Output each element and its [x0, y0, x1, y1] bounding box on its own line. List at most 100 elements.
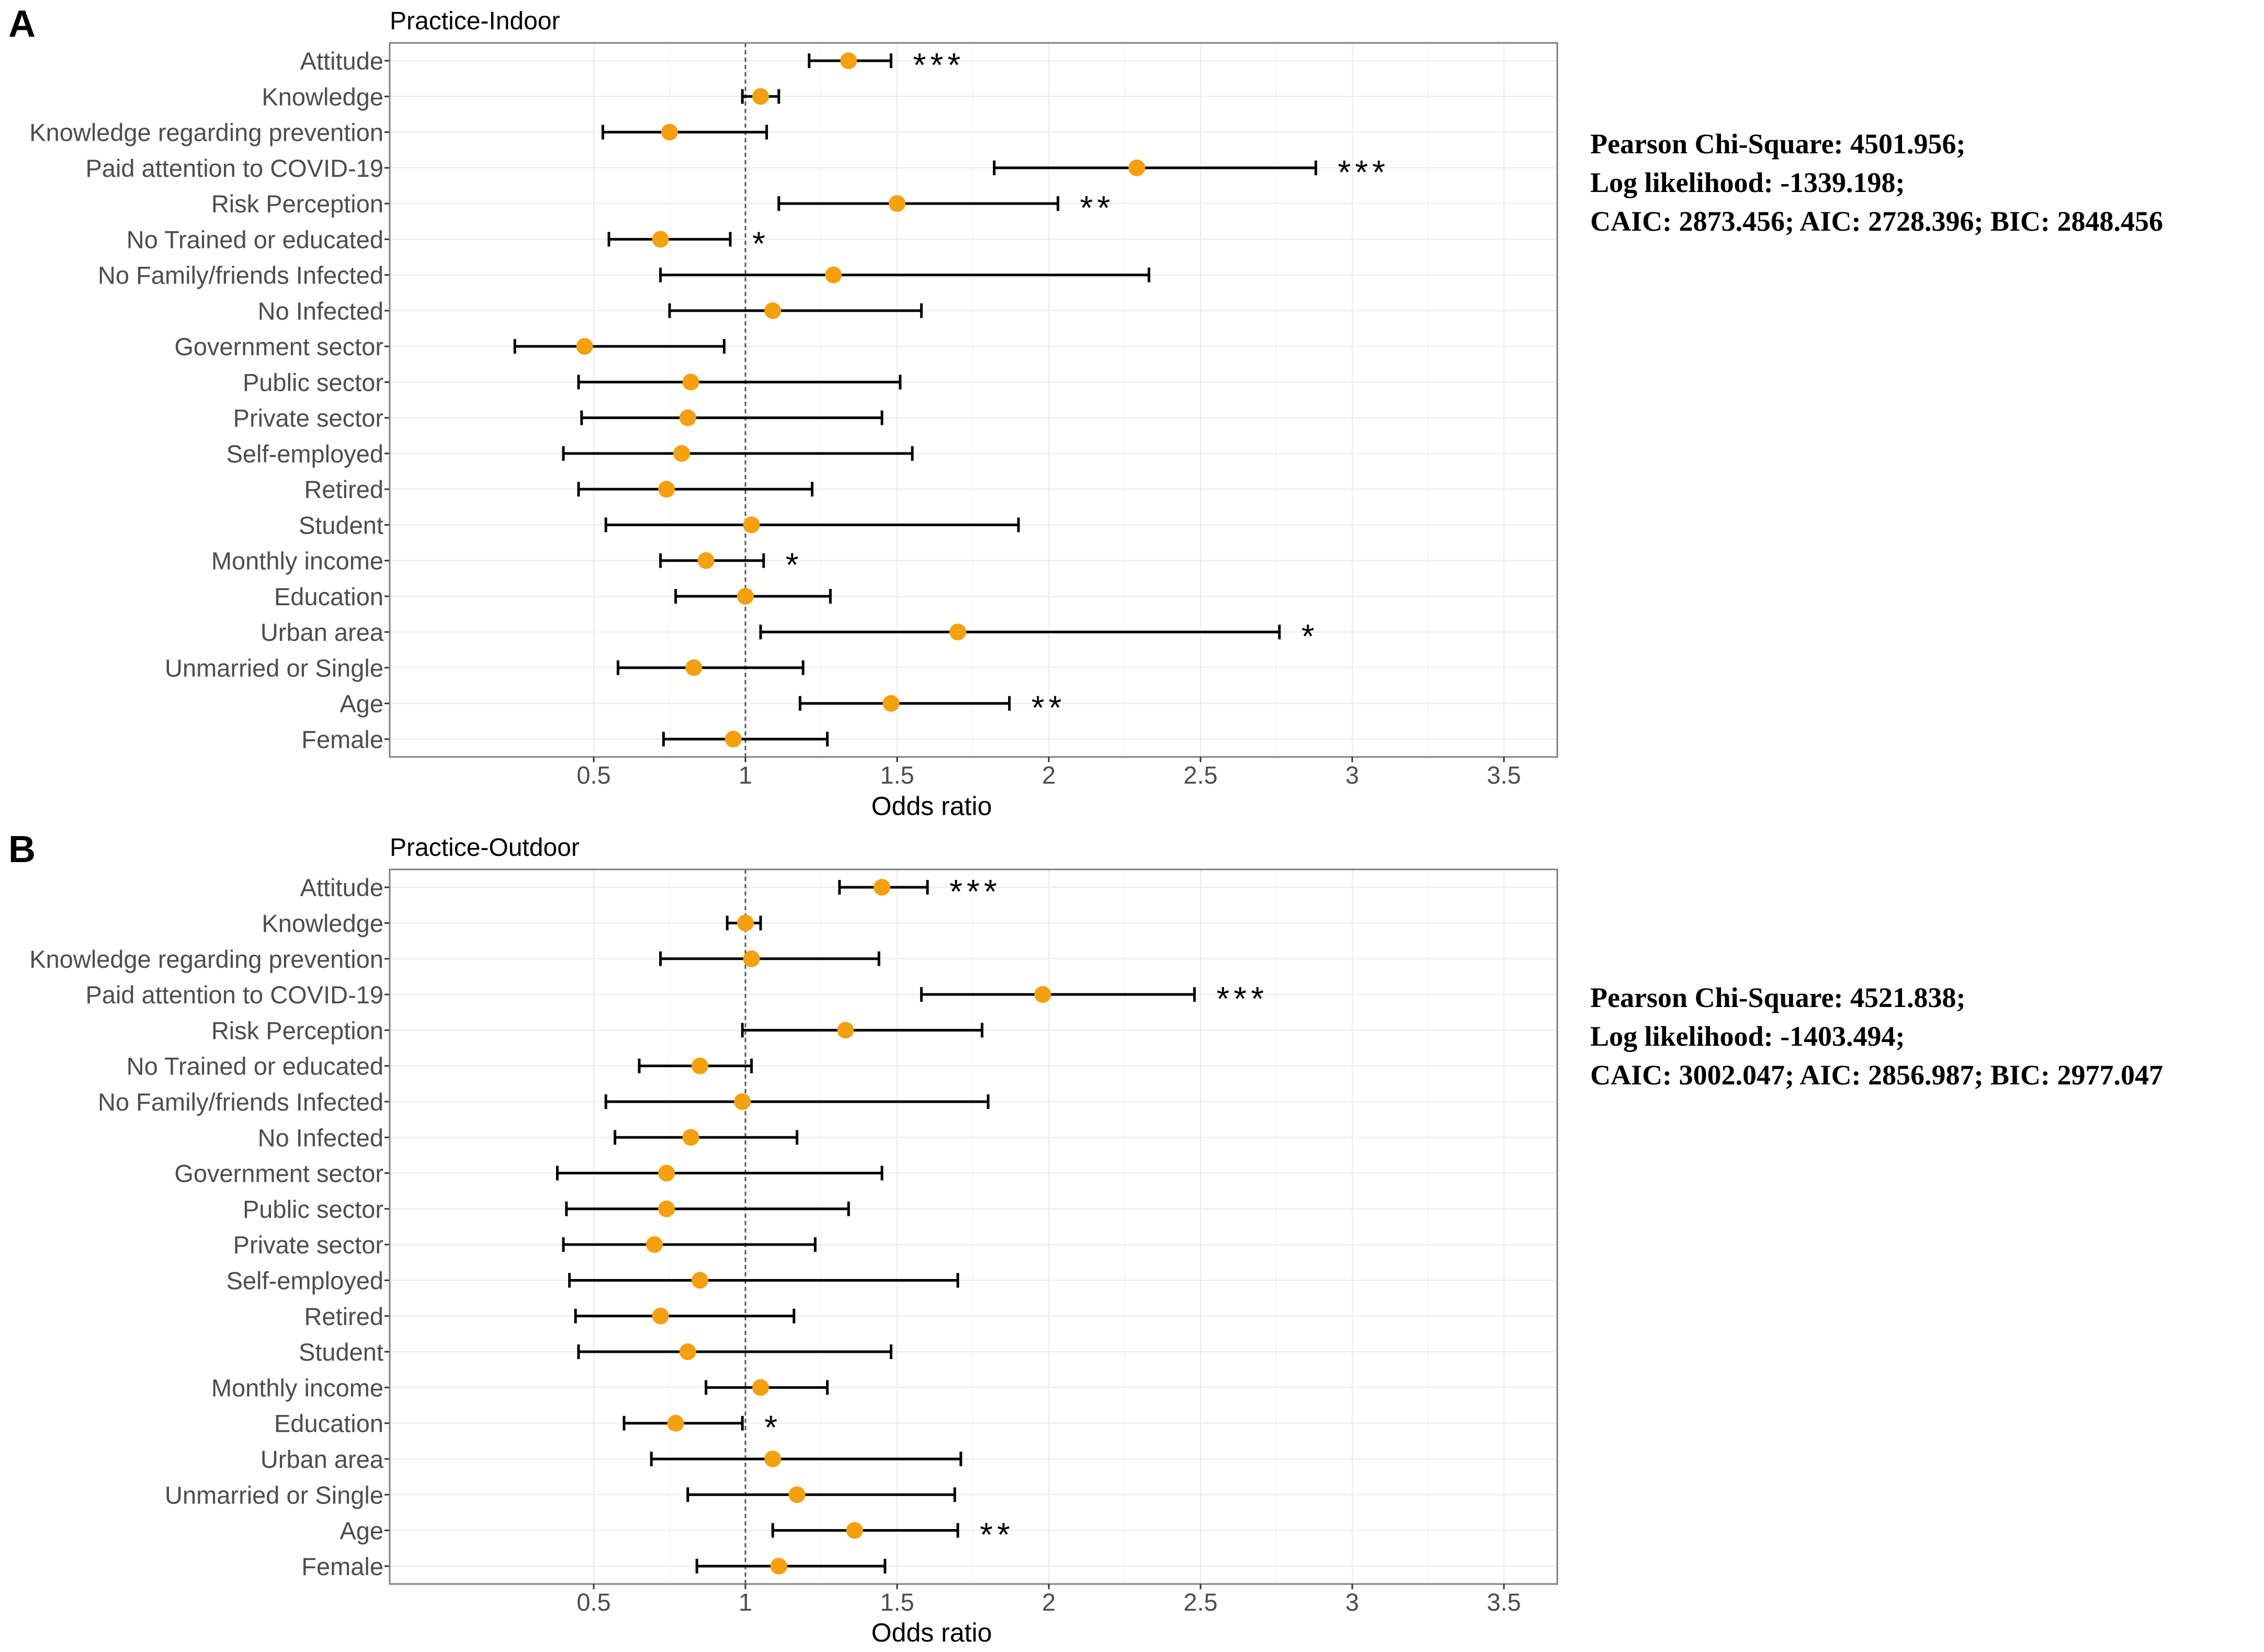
row-label: Knowledge regarding prevention: [29, 945, 383, 973]
odds-ratio-point: [697, 552, 715, 569]
odds-ratio-point: [874, 879, 890, 896]
forest-row: Retired: [304, 476, 814, 503]
odds-ratio-point: [882, 695, 900, 712]
row-label: Self-employed: [227, 440, 383, 468]
forest-row: Retired: [304, 1303, 796, 1330]
forest-row: Knowledge regarding prevention: [29, 119, 768, 146]
panel-letter: A: [8, 3, 36, 45]
stats-line: CAIC: 2873.456; AIC: 2728.396; BIC: 2848…: [1590, 206, 2163, 237]
forest-row: Knowledge: [262, 909, 762, 937]
forest-row: Knowledge: [262, 83, 780, 110]
odds-ratio-point: [1034, 986, 1051, 1003]
odds-ratio-point: [658, 1200, 675, 1217]
odds-ratio-point: [949, 624, 966, 641]
x-axis-title: Odds ratio: [871, 1618, 992, 1647]
odds-ratio-point: [652, 1307, 669, 1325]
odds-ratio-point: [770, 1557, 787, 1575]
panel-letter: B: [8, 829, 36, 870]
row-label: No Infected: [258, 1124, 383, 1151]
plot-frame: [389, 868, 1558, 1585]
row-label: Risk Perception: [211, 1016, 383, 1044]
row-label: Government sector: [174, 1160, 383, 1187]
odds-ratio-point: [692, 1057, 708, 1074]
odds-ratio-point: [752, 1379, 769, 1396]
odds-ratio-point: [682, 1129, 699, 1146]
row-label: No Family/friends Infected: [98, 1088, 383, 1116]
row-label: Government sector: [174, 333, 383, 360]
forest-row: Public sector: [243, 368, 902, 396]
forest-row: No Family/friends Infected: [98, 262, 1150, 289]
odds-ratio-point: [658, 481, 675, 498]
odds-ratio-point: [889, 195, 905, 212]
forest-row: Unmarried or Single: [165, 654, 805, 682]
row-label: Private sector: [233, 404, 383, 432]
forest-row: No Family/friends Infected: [98, 1088, 990, 1116]
significance-marker: **: [1032, 689, 1066, 727]
odds-ratio-point: [652, 231, 669, 248]
forest-row: No Trained or educated: [127, 1053, 753, 1080]
odds-ratio-point: [846, 1522, 863, 1539]
x-tick-label: 3: [1345, 1588, 1359, 1616]
row-label: Urban area: [261, 618, 384, 646]
row-label: Paid attention to COVID-19: [85, 154, 383, 182]
row-label: Knowledge regarding prevention: [29, 119, 383, 146]
row-label: Public sector: [243, 1195, 383, 1223]
stats-line: CAIC: 3002.047; AIC: 2856.987; BIC: 2977…: [1590, 1059, 2163, 1091]
odds-ratio-point: [737, 914, 754, 932]
odds-ratio-point: [788, 1486, 806, 1503]
odds-ratio-point: [764, 1450, 782, 1467]
x-axis-title: Odds ratio: [871, 791, 992, 821]
panel-title: Practice-Indoor: [390, 7, 560, 35]
odds-ratio-point: [737, 587, 754, 605]
odds-ratio-point: [673, 445, 690, 462]
row-label: Unmarried or Single: [165, 1481, 383, 1509]
x-tick-label: 3.5: [1487, 1588, 1521, 1616]
odds-ratio-point: [825, 266, 842, 284]
odds-ratio-point: [764, 302, 782, 319]
odds-ratio-point: [679, 409, 696, 426]
model-stats-panel-a: Pearson Chi-Square: 4501.956; Log likeli…: [1590, 125, 2163, 241]
odds-ratio-point: [752, 88, 769, 105]
odds-ratio-point: [840, 52, 857, 70]
odds-ratio-point: [1128, 159, 1146, 176]
odds-ratio-point: [692, 1272, 708, 1289]
forest-row: Public sector: [243, 1195, 850, 1223]
forest-row: Knowledge regarding prevention: [29, 945, 880, 973]
row-label: Private sector: [233, 1231, 383, 1259]
forest-row: Student: [299, 1338, 892, 1366]
significance-marker: *: [752, 224, 769, 262]
row-label: Monthly income: [211, 1374, 383, 1401]
significance-marker: ***: [949, 873, 1001, 910]
forest-row: Monthly income: [211, 1374, 829, 1401]
model-stats-panel-b: Pearson Chi-Square: 4521.838; Log likeli…: [1590, 978, 2163, 1094]
odds-ratio-point: [682, 374, 699, 391]
forest-row: Unmarried or Single: [165, 1481, 956, 1509]
odds-ratio-point: [685, 659, 703, 676]
row-label: Monthly income: [211, 547, 383, 575]
row-label: Attitude: [300, 47, 383, 75]
significance-marker: ***: [1338, 153, 1389, 191]
forest-row: Female: [301, 1553, 887, 1580]
odds-ratio-point: [658, 1164, 675, 1182]
forest-row: Education: [274, 583, 832, 610]
row-label: Age: [339, 1517, 383, 1545]
odds-ratio-point: [646, 1236, 663, 1253]
forest-row: Government sector: [174, 333, 726, 360]
row-label: Knowledge: [262, 83, 383, 110]
forest-row: Paid attention to COVID-19 ***: [85, 153, 1389, 191]
forest-row: Private sector: [233, 404, 884, 432]
x-tick-label: 2.5: [1183, 1588, 1217, 1616]
row-label: No Trained or educated: [127, 1053, 383, 1080]
row-label: Age: [339, 690, 383, 718]
plot-background: [390, 43, 1557, 757]
x-tick-label: 1.5: [880, 1588, 914, 1616]
row-label: Retired: [304, 1303, 383, 1330]
forest-row: Age **: [339, 689, 1066, 727]
plot-frame: [389, 42, 1558, 758]
odds-ratio-point: [576, 338, 593, 355]
x-tick-label: 2.5: [1183, 761, 1217, 789]
row-label: Public sector: [243, 368, 383, 396]
